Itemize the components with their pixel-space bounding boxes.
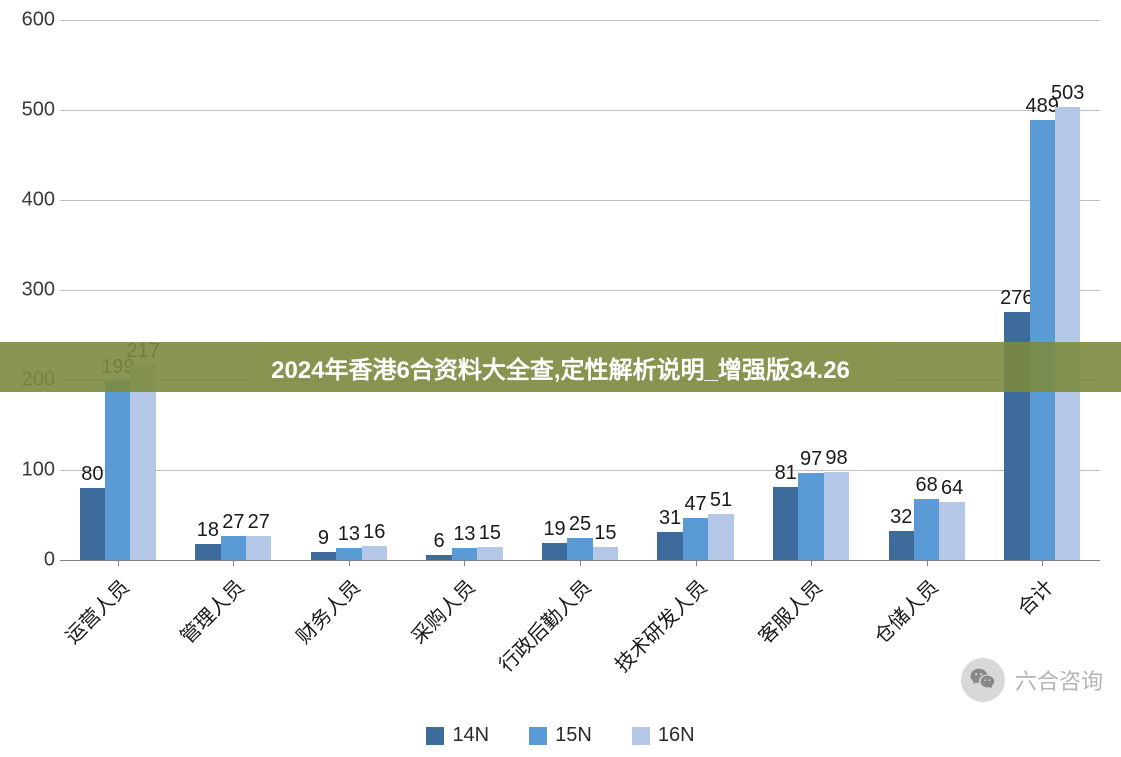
x-tick-label: 采购人员 [404, 572, 481, 649]
y-tick-label: 600 [5, 9, 55, 32]
legend-label: 14N [452, 724, 489, 747]
overlay-text: 2024年香港6合资料大全查,定性解析说明_增强版34.26 [271, 350, 850, 385]
bar [798, 473, 823, 560]
bar-value-label: 6 [433, 530, 444, 553]
x-tick-mark [118, 560, 119, 566]
bar [246, 536, 271, 560]
bar [1030, 120, 1055, 560]
bar-value-label: 27 [222, 511, 244, 534]
bar-value-label: 64 [941, 477, 963, 500]
bar-value-label: 13 [453, 523, 475, 546]
bar [773, 487, 798, 560]
y-tick-label: 0 [5, 549, 55, 572]
chart-container: 8019921718272791316613151925153147518197… [0, 0, 1121, 757]
y-tick-label: 300 [5, 279, 55, 302]
x-tick-label: 财务人员 [288, 572, 365, 649]
x-tick-mark [927, 560, 928, 566]
x-tick-label: 合计 [1010, 572, 1059, 621]
x-tick-label: 管理人员 [173, 572, 250, 649]
bar-value-label: 98 [825, 447, 847, 470]
bar [914, 499, 939, 560]
bar-value-label: 32 [890, 506, 912, 529]
gridline [60, 470, 1100, 471]
bar-value-label: 18 [197, 519, 219, 542]
x-tick-mark [233, 560, 234, 566]
bar [195, 544, 220, 560]
chart-legend: 14N 15N 16N [0, 724, 1121, 747]
bar-value-label: 47 [684, 493, 706, 516]
bar [939, 502, 964, 560]
bar-value-label: 9 [318, 527, 329, 550]
bar [477, 547, 502, 561]
x-tick-mark [464, 560, 465, 566]
x-tick-label: 客服人员 [751, 572, 828, 649]
bar [80, 488, 105, 560]
bar [593, 547, 618, 561]
bar [567, 538, 592, 561]
watermark: 六合咨询 [961, 658, 1103, 702]
bar [311, 552, 336, 560]
bar-value-label: 68 [916, 474, 938, 497]
bar-value-label: 19 [543, 518, 565, 541]
legend-swatch [632, 727, 650, 745]
bar-value-label: 25 [569, 513, 591, 536]
x-tick-mark [696, 560, 697, 566]
gridline [60, 110, 1100, 111]
bar-value-label: 16 [363, 521, 385, 544]
bar-value-label: 276 [1000, 287, 1033, 310]
legend-label: 15N [555, 724, 592, 747]
wechat-icon [961, 658, 1005, 702]
x-tick-mark [1042, 560, 1043, 566]
bar [130, 365, 155, 560]
bar-value-label: 15 [479, 522, 501, 545]
bar [708, 514, 733, 560]
bar [657, 532, 682, 560]
gridline [60, 290, 1100, 291]
bar [426, 555, 451, 560]
x-tick-mark [580, 560, 581, 566]
x-tick-label: 行政后勤人员 [491, 572, 596, 677]
bar [105, 381, 130, 560]
bar-value-label: 503 [1051, 82, 1084, 105]
legend-item: 14N [426, 724, 489, 747]
bar-value-label: 13 [338, 523, 360, 546]
watermark-text: 六合咨询 [1015, 664, 1103, 696]
x-tick-mark [349, 560, 350, 566]
legend-label: 16N [658, 724, 695, 747]
gridline [60, 20, 1100, 21]
bar-value-label: 81 [775, 462, 797, 485]
bar-value-label: 97 [800, 448, 822, 471]
bar [1055, 107, 1080, 560]
bar-value-label: 51 [710, 489, 732, 512]
y-tick-label: 500 [5, 99, 55, 122]
bar [362, 546, 387, 560]
legend-swatch [426, 727, 444, 745]
bar [683, 518, 708, 560]
y-tick-label: 400 [5, 189, 55, 212]
x-tick-label: 仓储人员 [866, 572, 943, 649]
x-tick-label: 技术研发人员 [607, 572, 712, 677]
legend-swatch [529, 727, 547, 745]
bar [542, 543, 567, 560]
bar [824, 472, 849, 560]
legend-item: 15N [529, 724, 592, 747]
bar [452, 548, 477, 560]
bar-value-label: 27 [248, 511, 270, 534]
bar-value-label: 15 [594, 522, 616, 545]
legend-item: 16N [632, 724, 695, 747]
bar-value-label: 80 [81, 463, 103, 486]
bar [221, 536, 246, 560]
overlay-banner: 2024年香港6合资料大全查,定性解析说明_增强版34.26 [0, 342, 1121, 392]
y-tick-label: 100 [5, 459, 55, 482]
x-tick-label: 运营人员 [57, 572, 134, 649]
plot-area: 8019921718272791316613151925153147518197… [60, 20, 1100, 560]
bar-value-label: 31 [659, 507, 681, 530]
x-tick-mark [811, 560, 812, 566]
gridline [60, 200, 1100, 201]
bar [889, 531, 914, 560]
bar [336, 548, 361, 560]
